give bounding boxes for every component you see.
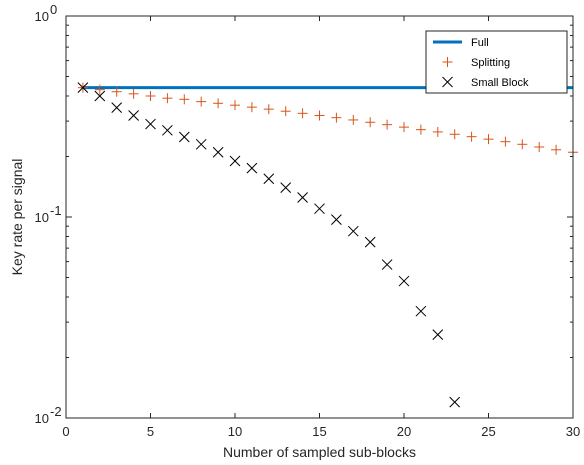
small-block-point xyxy=(229,155,241,167)
small-block-point xyxy=(280,182,292,193)
small-block-point xyxy=(331,214,342,226)
x-tick-label: 20 xyxy=(397,424,411,439)
splitting-point xyxy=(365,117,376,128)
legend-plus-sample xyxy=(442,57,453,67)
y-axis-title: Key rate per signal xyxy=(9,159,25,276)
x-tick-label: 25 xyxy=(481,424,495,439)
splitting-point xyxy=(162,93,173,104)
splitting-point xyxy=(196,96,207,107)
x-tick-label: 0 xyxy=(62,424,69,439)
splitting-point xyxy=(145,90,156,101)
legend-entry-splitting: Splitting xyxy=(442,57,510,69)
splitting-point xyxy=(314,110,325,121)
small-block-point xyxy=(178,131,190,143)
y-tick-exponent: -2 xyxy=(50,404,62,419)
splitting-point xyxy=(128,88,139,99)
splitting-point xyxy=(534,141,545,152)
small-block-point xyxy=(364,236,376,248)
splitting-point xyxy=(179,94,190,105)
splitting-point xyxy=(246,102,257,113)
splitting-point xyxy=(432,126,443,137)
small-block-point xyxy=(398,275,410,287)
splitting-point xyxy=(331,112,342,123)
splitting-point xyxy=(382,119,393,130)
y-tick-exponent: -1 xyxy=(50,203,62,218)
x-tick-label: 15 xyxy=(312,424,326,439)
data-marks xyxy=(77,82,578,408)
small-block-point xyxy=(449,396,461,408)
splitting-point xyxy=(348,114,359,125)
small-block-point xyxy=(77,82,89,94)
legend-x-sample xyxy=(442,76,453,88)
y-tick-label: 10 xyxy=(35,9,49,24)
splitting-point xyxy=(500,136,511,147)
legend-label: Full xyxy=(471,37,489,49)
splitting-point xyxy=(551,144,562,155)
y-tick-exponent: 0 xyxy=(50,2,57,17)
splitting-point xyxy=(466,131,477,142)
small-block-point xyxy=(94,90,106,102)
legend-entry-small-block: Small Block xyxy=(442,76,529,89)
legend-label: Splitting xyxy=(471,57,510,69)
splitting-point xyxy=(297,108,308,119)
x-tick-label: 10 xyxy=(228,424,242,439)
legend-entry-full: Full xyxy=(433,37,489,49)
small-block-point xyxy=(432,329,444,340)
small-block-point xyxy=(128,110,139,121)
y-tick-label: 10 xyxy=(35,210,49,225)
small-block-point xyxy=(381,259,393,270)
small-block-point xyxy=(212,146,224,158)
legend-label: Small Block xyxy=(471,77,529,89)
splitting-point xyxy=(517,139,528,150)
y-tick-label: 10 xyxy=(35,411,49,426)
splitting-point xyxy=(483,134,494,145)
splitting-point xyxy=(399,122,409,133)
small-block-point xyxy=(415,305,427,317)
splitting-point xyxy=(94,84,105,95)
x-axis-title: Number of sampled sub-blocks xyxy=(223,444,416,460)
small-block-point xyxy=(111,102,123,113)
splitting-point xyxy=(280,106,291,117)
small-block-point xyxy=(246,162,258,174)
legend: Full Splitting Small Block xyxy=(425,30,568,94)
x-tick-label: 5 xyxy=(147,424,154,439)
splitting-point xyxy=(111,86,122,97)
small-block-point xyxy=(263,173,275,185)
small-block-point xyxy=(145,118,156,130)
small-block-point xyxy=(162,124,173,136)
small-block-point xyxy=(314,203,325,215)
small-block-point xyxy=(347,225,359,237)
small-block-point xyxy=(195,138,207,150)
splitting-point xyxy=(263,104,274,115)
splitting-point xyxy=(213,98,224,109)
small-block-point xyxy=(297,192,308,203)
x-tick-label: 30 xyxy=(566,424,580,439)
splitting-point xyxy=(230,100,240,111)
splitting-point xyxy=(449,129,460,140)
splitting-point xyxy=(415,124,426,135)
